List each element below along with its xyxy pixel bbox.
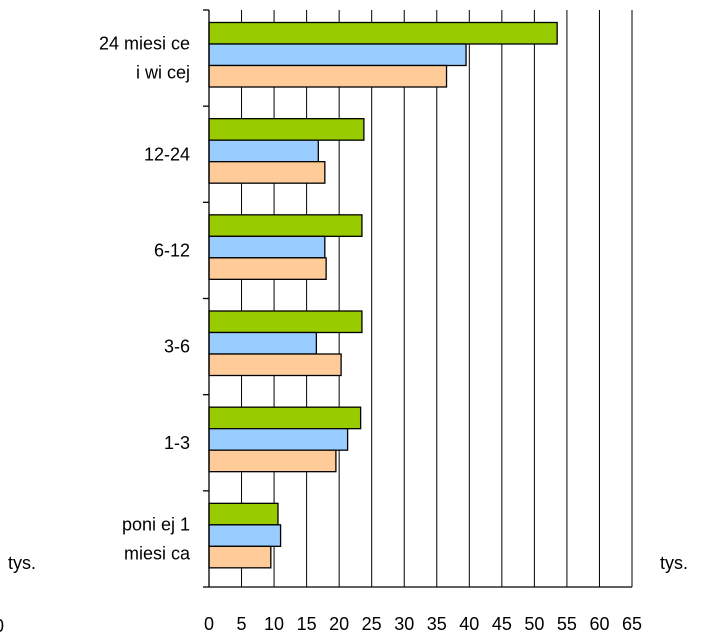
bars (208, 21, 558, 569)
bar (208, 161, 326, 184)
bar (208, 353, 342, 377)
x-tick-label: 10 (264, 614, 284, 634)
x-tick-label: 0 (204, 614, 214, 634)
bar (208, 331, 318, 355)
x-tick-label: 40 (459, 614, 479, 634)
bar (208, 502, 279, 526)
bar (208, 64, 448, 88)
x-tick-label: 45 (492, 614, 512, 634)
x-tick-label: 20 (329, 614, 349, 634)
bar (208, 406, 362, 430)
x-tick-label: 65 (622, 614, 642, 634)
bar (208, 524, 282, 547)
unit-label-right: tys. (660, 553, 688, 573)
category-label: 24 miesi ce (99, 34, 190, 54)
bar (208, 118, 365, 141)
unit-label-left: tys. (8, 553, 36, 573)
category-label: 1-3 (164, 433, 190, 453)
category-label: miesi ca (124, 543, 191, 563)
bar (208, 428, 349, 451)
bar (208, 139, 319, 163)
bar (208, 310, 363, 334)
x-tick-label: 25 (362, 614, 382, 634)
corner-tick-label: 0 (0, 616, 4, 636)
bar (208, 43, 467, 67)
x-tick-label: 15 (297, 614, 317, 634)
grid-lines (241, 10, 633, 587)
x-tick-label: 30 (394, 614, 414, 634)
x-tick-label: 60 (589, 614, 609, 634)
bar (208, 214, 363, 237)
category-label: poni ej 1 (122, 514, 190, 534)
category-label: i wi cej (136, 63, 190, 83)
bar (208, 449, 337, 473)
category-labels: 24 miesi ce i wi cej 12-24 6-12 3-6 1-3 poni e… (99, 34, 191, 564)
bar (208, 21, 558, 45)
x-tick-label: 55 (557, 614, 577, 634)
category-label: 6-12 (154, 240, 190, 260)
bar (208, 545, 272, 569)
bar (208, 257, 327, 280)
bar (208, 235, 326, 259)
x-tick-label: 5 (237, 614, 247, 634)
category-label: 3-6 (164, 337, 190, 357)
category-label: 12-24 (144, 144, 190, 164)
x-tick-label: 35 (427, 614, 447, 634)
axes (203, 9, 632, 588)
x-tick-labels: 0 5 10 15 20 25 30 35 40 45 50 55 60 65 (204, 614, 642, 634)
x-tick-label: 50 (524, 614, 544, 634)
